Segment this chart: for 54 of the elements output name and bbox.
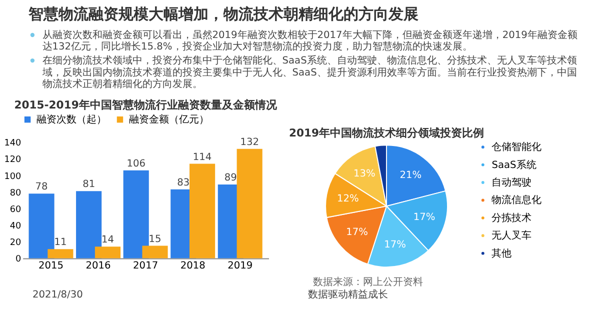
- text: 在细分物流技术领域中，投资分布集中于仓储智能化、SaaS系统、自动驾驶、物流信息化、分拣技术、无人叉车等技术领域，反映出国内物流技术赛道的投资主要集中于无人化、SaaS、提升资源利用效率等方面。当前在行业投资热潮下，中国物流技术正朝着精细化的方向发展。: [41, 54, 577, 90]
- chart-title: 2019年中国物流技术细分领域投资比例: [288, 126, 484, 140]
- legend-label: 自动驾驶: [492, 176, 532, 188]
- data-label: 83: [177, 178, 190, 188]
- y-tick-label: 140: [4, 138, 22, 149]
- y-tick-label: 20: [10, 238, 22, 248]
- legend-label: 仓储智能化: [492, 141, 542, 154]
- legend-label: 融资金额（亿元）: [128, 114, 209, 126]
- bar: [236, 148, 262, 258]
- x-tick-label: 2018: [180, 260, 206, 272]
- data-label: 17%: [384, 239, 406, 250]
- data-label: 81: [82, 179, 96, 190]
- data-label: 15: [148, 234, 162, 245]
- bar: [190, 164, 216, 258]
- y-tick-label: 40: [10, 222, 22, 232]
- y-tick-label: 0: [16, 254, 22, 265]
- legend-label: 分拣技术: [492, 212, 532, 224]
- legend-label: 物流信息化: [492, 194, 542, 206]
- x-tick-label: 2019: [228, 260, 253, 272]
- data-label: 89: [224, 172, 237, 184]
- data-label: 11: [54, 237, 67, 248]
- data-label: 17%: [413, 212, 436, 224]
- x-tick-label: 2017: [133, 260, 158, 272]
- bar: [142, 246, 168, 258]
- data-label: 13%: [353, 168, 376, 180]
- text: 从融资次数和融资金额可以看出，虽然2019年融资次数相较于2017年大幅下降，但融资金额逐年递增，2019年融资金额达132亿元，同比增长15.8%，投资企业加大对智慧物流的投资力度，助力智慧物流的快速发展。: [42, 28, 578, 53]
- legend-label: 其他: [492, 247, 512, 260]
- y-tick-label: 100: [4, 172, 22, 182]
- y-tick-label: 80: [10, 188, 22, 198]
- y-tick-label: 60: [10, 204, 22, 215]
- y-tick-label: 120: [4, 155, 22, 166]
- bar: [76, 191, 102, 258]
- bar: [28, 194, 54, 258]
- text: 2021/8/30: [32, 290, 83, 301]
- data-label: 21%: [400, 170, 422, 181]
- chart-title: 2015-2019年中国智慧物流行业融资数量及金额情况: [14, 98, 278, 112]
- data-label: 17%: [346, 227, 368, 238]
- x-tick-label: 2016: [86, 260, 111, 272]
- data-label: 106: [126, 158, 146, 170]
- legend-label: 融资次数（起）: [36, 114, 106, 126]
- legend-label: 无人叉车: [492, 230, 532, 242]
- data-label: 132: [240, 136, 259, 148]
- text: 智慧物流融资规模大幅增加，物流技术朝精细化的方向发展: [28, 5, 419, 24]
- source-note: 数据来源：网上公开资料: [312, 276, 423, 288]
- bar: [48, 249, 74, 258]
- text: 数据驱动精益成长: [308, 288, 388, 301]
- data-label: 12%: [336, 194, 359, 205]
- data-label: 14: [101, 234, 114, 246]
- legend-label: SaaS系统: [492, 158, 536, 171]
- data-label: 114: [192, 152, 212, 163]
- bar: [123, 170, 149, 258]
- bar: [94, 246, 121, 258]
- x-tick-label: 2015: [38, 260, 64, 272]
- data-label: 78: [35, 182, 48, 193]
